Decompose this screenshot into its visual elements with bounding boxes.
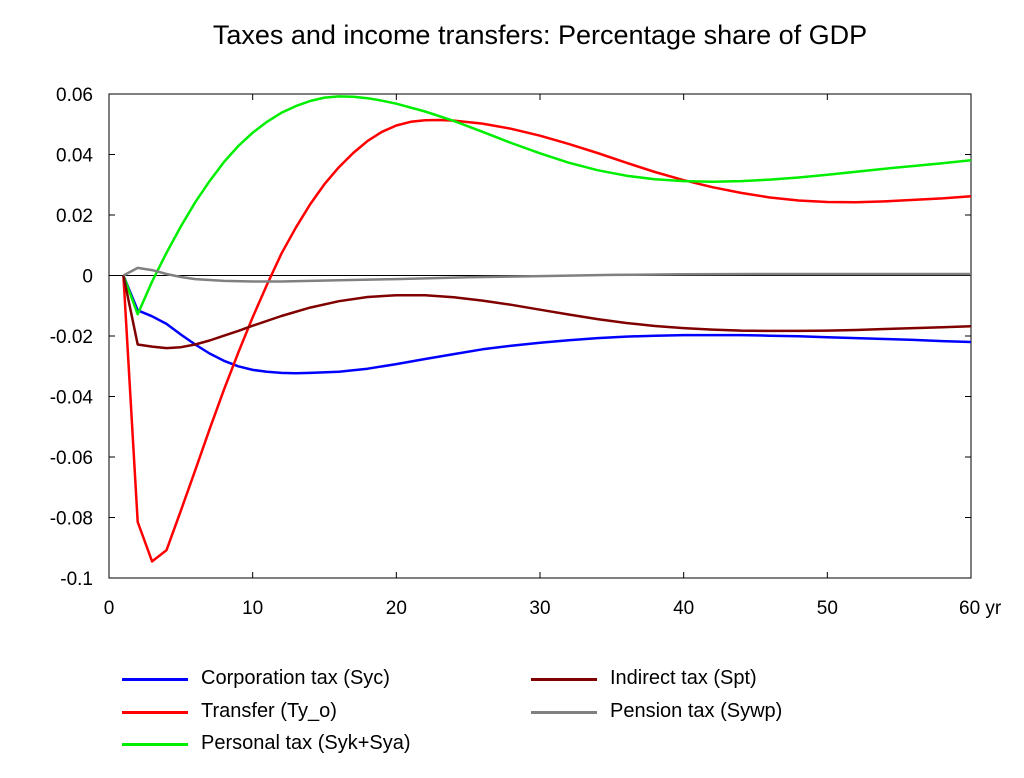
y-tick-label: 0.02 <box>56 206 93 227</box>
series-line-corporation-tax-syc <box>122 275 972 375</box>
y-tick-label: 0 <box>82 267 93 288</box>
axis-ticks: 0.06 0.04 0.02 0 -0.02 -0.04 -0.06 -0.08 -0.1 0 10… <box>50 85 1002 619</box>
x-tick-label: 50 <box>817 598 838 619</box>
x-tick-label: 30 <box>529 598 550 619</box>
chart-title: Taxes and income transfers: Percentage s… <box>212 20 868 50</box>
x-tick-label: 0 <box>104 598 115 619</box>
legend-label: Transfer (Ty_o) <box>201 700 337 722</box>
legend-swatch <box>531 711 597 714</box>
y-tick-label: 0.06 <box>56 85 93 106</box>
y-tick-label: -0.1 <box>60 569 93 590</box>
y-tick-label: -0.02 <box>50 327 93 348</box>
legend-label: Personal tax (Syk+Sya) <box>201 732 411 754</box>
y-tick-label: -0.04 <box>50 388 94 409</box>
series-line-indirect-tax-spt <box>122 275 972 350</box>
legend-label: Indirect tax (Spt) <box>610 667 757 689</box>
legend-label: Corporation tax (Syc) <box>201 667 390 689</box>
x-tick-label: 10 <box>242 598 263 619</box>
legend-swatch <box>122 743 188 746</box>
x-tick-label: 60 yr <box>959 598 1002 619</box>
legend-label: Pension tax (Sywp) <box>610 700 783 722</box>
series-group <box>122 95 972 563</box>
plot-frame <box>108 93 972 579</box>
y-tick-label: 0.04 <box>56 146 93 167</box>
series-line-personal-tax-syk-sya <box>122 95 972 316</box>
series-line-transfer-ty-o <box>122 118 972 563</box>
legend-swatch <box>122 678 188 681</box>
series-line-pension-tax-sywp <box>122 266 971 283</box>
x-tick-label: 20 <box>386 598 407 619</box>
y-tick-label: -0.06 <box>50 448 93 469</box>
x-tick-label: 40 <box>673 598 694 619</box>
legend-swatch <box>122 711 188 714</box>
line-chart: 0.06 0.04 0.02 0 -0.02 -0.04 -0.06 -0.08 -0.1 0 10… <box>50 85 1002 619</box>
legend-swatch <box>531 678 597 681</box>
y-tick-label: -0.08 <box>50 509 93 530</box>
